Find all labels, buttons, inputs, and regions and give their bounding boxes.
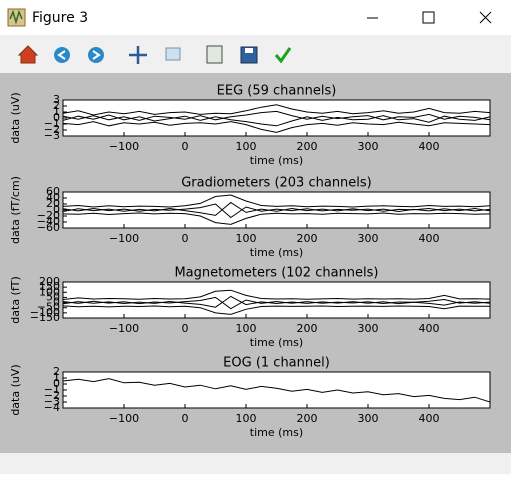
back-button[interactable] [54, 47, 70, 63]
y-tick-label: 2 [53, 365, 60, 378]
y-tick-label: 20 [46, 197, 60, 210]
y-tick-label: 0 [53, 203, 60, 216]
back-arrow [57, 50, 66, 60]
axes-frame [62, 281, 491, 319]
x-tick-label: 100 [236, 322, 257, 335]
series-line [63, 201, 490, 216]
x-tick-label: 0 [182, 322, 189, 335]
x-tick-label: 200 [297, 412, 318, 425]
x-tick-label: 100 [236, 140, 257, 153]
y-tick-label: −1 [44, 383, 60, 396]
y-tick-label: −4 [44, 401, 60, 414]
pan-button[interactable] [129, 46, 147, 64]
x-tick-label: 300 [358, 140, 379, 153]
x-tick-label: 100 [236, 232, 257, 245]
y-tick-label: −60 [37, 221, 60, 234]
y-tick-label: −3 [44, 395, 60, 408]
series-line [63, 121, 490, 133]
x-tick-label: 400 [419, 322, 440, 335]
y-axis-label: data (fT) [9, 276, 22, 323]
y-tick-label: 0 [53, 377, 60, 390]
x-tick-label: 300 [358, 232, 379, 245]
y-tick-label: 100 [39, 285, 60, 298]
y-axis-label: data (uV) [9, 364, 22, 415]
series-line [63, 378, 490, 403]
series-line [63, 194, 490, 208]
x-tick-label: 0 [182, 412, 189, 425]
y-tick-label: 50 [46, 290, 60, 303]
x-axis-label: time (ms) [250, 246, 303, 259]
plot-area [63, 378, 490, 403]
y-axis-label: data (fT/cm) [9, 176, 22, 244]
series-line [63, 212, 490, 225]
x-tick-label: −100 [109, 140, 139, 153]
close-button[interactable] [479, 11, 492, 24]
x-tick-label: 200 [297, 322, 318, 335]
y-tick-label: 60 [46, 185, 60, 198]
app-icon-wave [9, 9, 23, 25]
plot-area [63, 194, 490, 225]
status-bar [0, 453, 511, 474]
x-tick-label: 100 [236, 412, 257, 425]
x-tick-label: 200 [297, 232, 318, 245]
y-tick-label: −40 [37, 215, 60, 228]
y-tick-label: 0 [53, 296, 60, 309]
forward-arrow [92, 50, 101, 60]
axes-background [63, 372, 490, 408]
subplots-button[interactable] [206, 45, 223, 64]
x-tick-label: 300 [358, 322, 379, 335]
forward-button[interactable] [88, 47, 104, 63]
y-tick-label: 2 [53, 99, 60, 112]
subplot-title: Magnetometers (102 channels) [174, 266, 378, 281]
y-tick-label: 150 [39, 280, 60, 293]
series-line [63, 305, 490, 315]
maximize-button[interactable] [422, 11, 435, 24]
x-tick-label: −100 [109, 232, 139, 245]
y-tick-label: 200 [39, 275, 60, 288]
y-tick-label: −2 [44, 389, 60, 402]
home-button[interactable] [17, 45, 39, 64]
zoom-button[interactable] [165, 47, 181, 61]
series-line [63, 110, 490, 121]
x-axis-label: time (ms) [250, 154, 303, 167]
series-line [63, 104, 490, 116]
x-tick-label: 400 [419, 232, 440, 245]
plot-area [63, 289, 490, 315]
y-tick-label: 1 [53, 371, 60, 384]
y-axis-label: data (uV) [9, 92, 22, 143]
series-line [63, 295, 490, 308]
x-tick-label: 0 [182, 232, 189, 245]
y-tick-label: −2 [44, 123, 60, 136]
series-line [63, 114, 490, 127]
x-tick-label: −100 [109, 322, 139, 335]
save-label [245, 48, 253, 53]
y-tick-label: 3 [53, 93, 60, 106]
x-tick-label: −100 [109, 412, 139, 425]
subplot-title: Gradiometers (203 channels) [181, 176, 372, 191]
edit-button[interactable] [274, 47, 292, 64]
x-tick-label: 400 [419, 412, 440, 425]
subplot-title: EOG (1 channel) [223, 356, 330, 371]
y-tick-label: −1 [44, 117, 60, 130]
x-tick-label: 400 [419, 140, 440, 153]
axes-background [63, 282, 490, 318]
plot-area [63, 104, 490, 133]
y-tick-label: −3 [44, 129, 60, 142]
x-axis-label: time (ms) [250, 336, 303, 349]
x-tick-label: 200 [297, 140, 318, 153]
series-line [63, 289, 490, 300]
x-tick-label: 300 [358, 412, 379, 425]
window-title: Figure 3 [32, 10, 88, 26]
x-tick-label: 0 [182, 140, 189, 153]
y-tick-label: −100 [30, 306, 60, 319]
y-tick-label: 0 [53, 111, 60, 124]
y-tick-label: 40 [46, 191, 60, 204]
x-axis-label: time (ms) [250, 426, 303, 439]
y-tick-label: 1 [53, 105, 60, 118]
y-tick-label: −20 [37, 209, 60, 222]
y-tick-label: −50 [37, 301, 60, 314]
y-tick-label: −150 [30, 311, 60, 324]
subplot-title: EEG (59 channels) [217, 84, 337, 99]
